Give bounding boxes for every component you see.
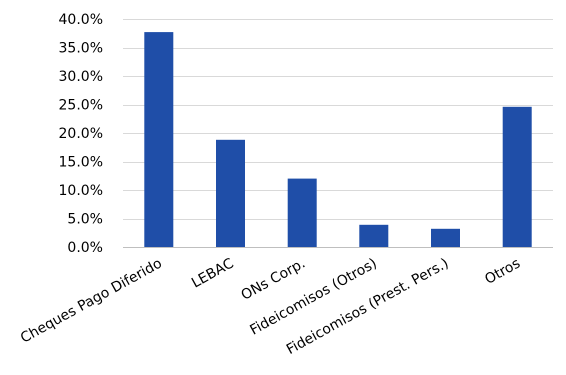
x-tick-label: Cheques Pago Diferido [18,256,165,347]
y-tick-label: 30.0% [59,69,103,85]
bar [502,106,532,247]
bar [144,32,174,247]
bars [144,32,532,247]
y-tick-label: 10.0% [59,183,103,199]
x-axis-tick-labels: Cheques Pago Diferido LEBAC ONs Corp.Fidei… [18,255,523,358]
bar [359,224,389,247]
bar [431,228,460,247]
y-tick-label: 5.0% [67,212,103,228]
x-tick-label: Otros [482,256,523,288]
y-axis-tick-labels: 0.0% 5.0% 10.0% 15.0% 20.0% 25.0% 30.0% 35.0% 40… [59,12,103,256]
y-tick-label: 40.0% [59,12,103,28]
gridlines [123,19,553,220]
bar [287,178,317,247]
x-tick-label: Fideicomisos (Otros) [247,256,379,339]
bar [216,139,245,247]
y-tick-label: 20.0% [59,126,103,142]
y-tick-label: 35.0% [59,41,103,57]
x-tick-label: LEBAC [189,255,237,291]
y-tick-label: 0.0% [67,240,103,256]
y-tick-label: 25.0% [59,98,103,114]
y-tick-label: 15.0% [59,155,103,171]
